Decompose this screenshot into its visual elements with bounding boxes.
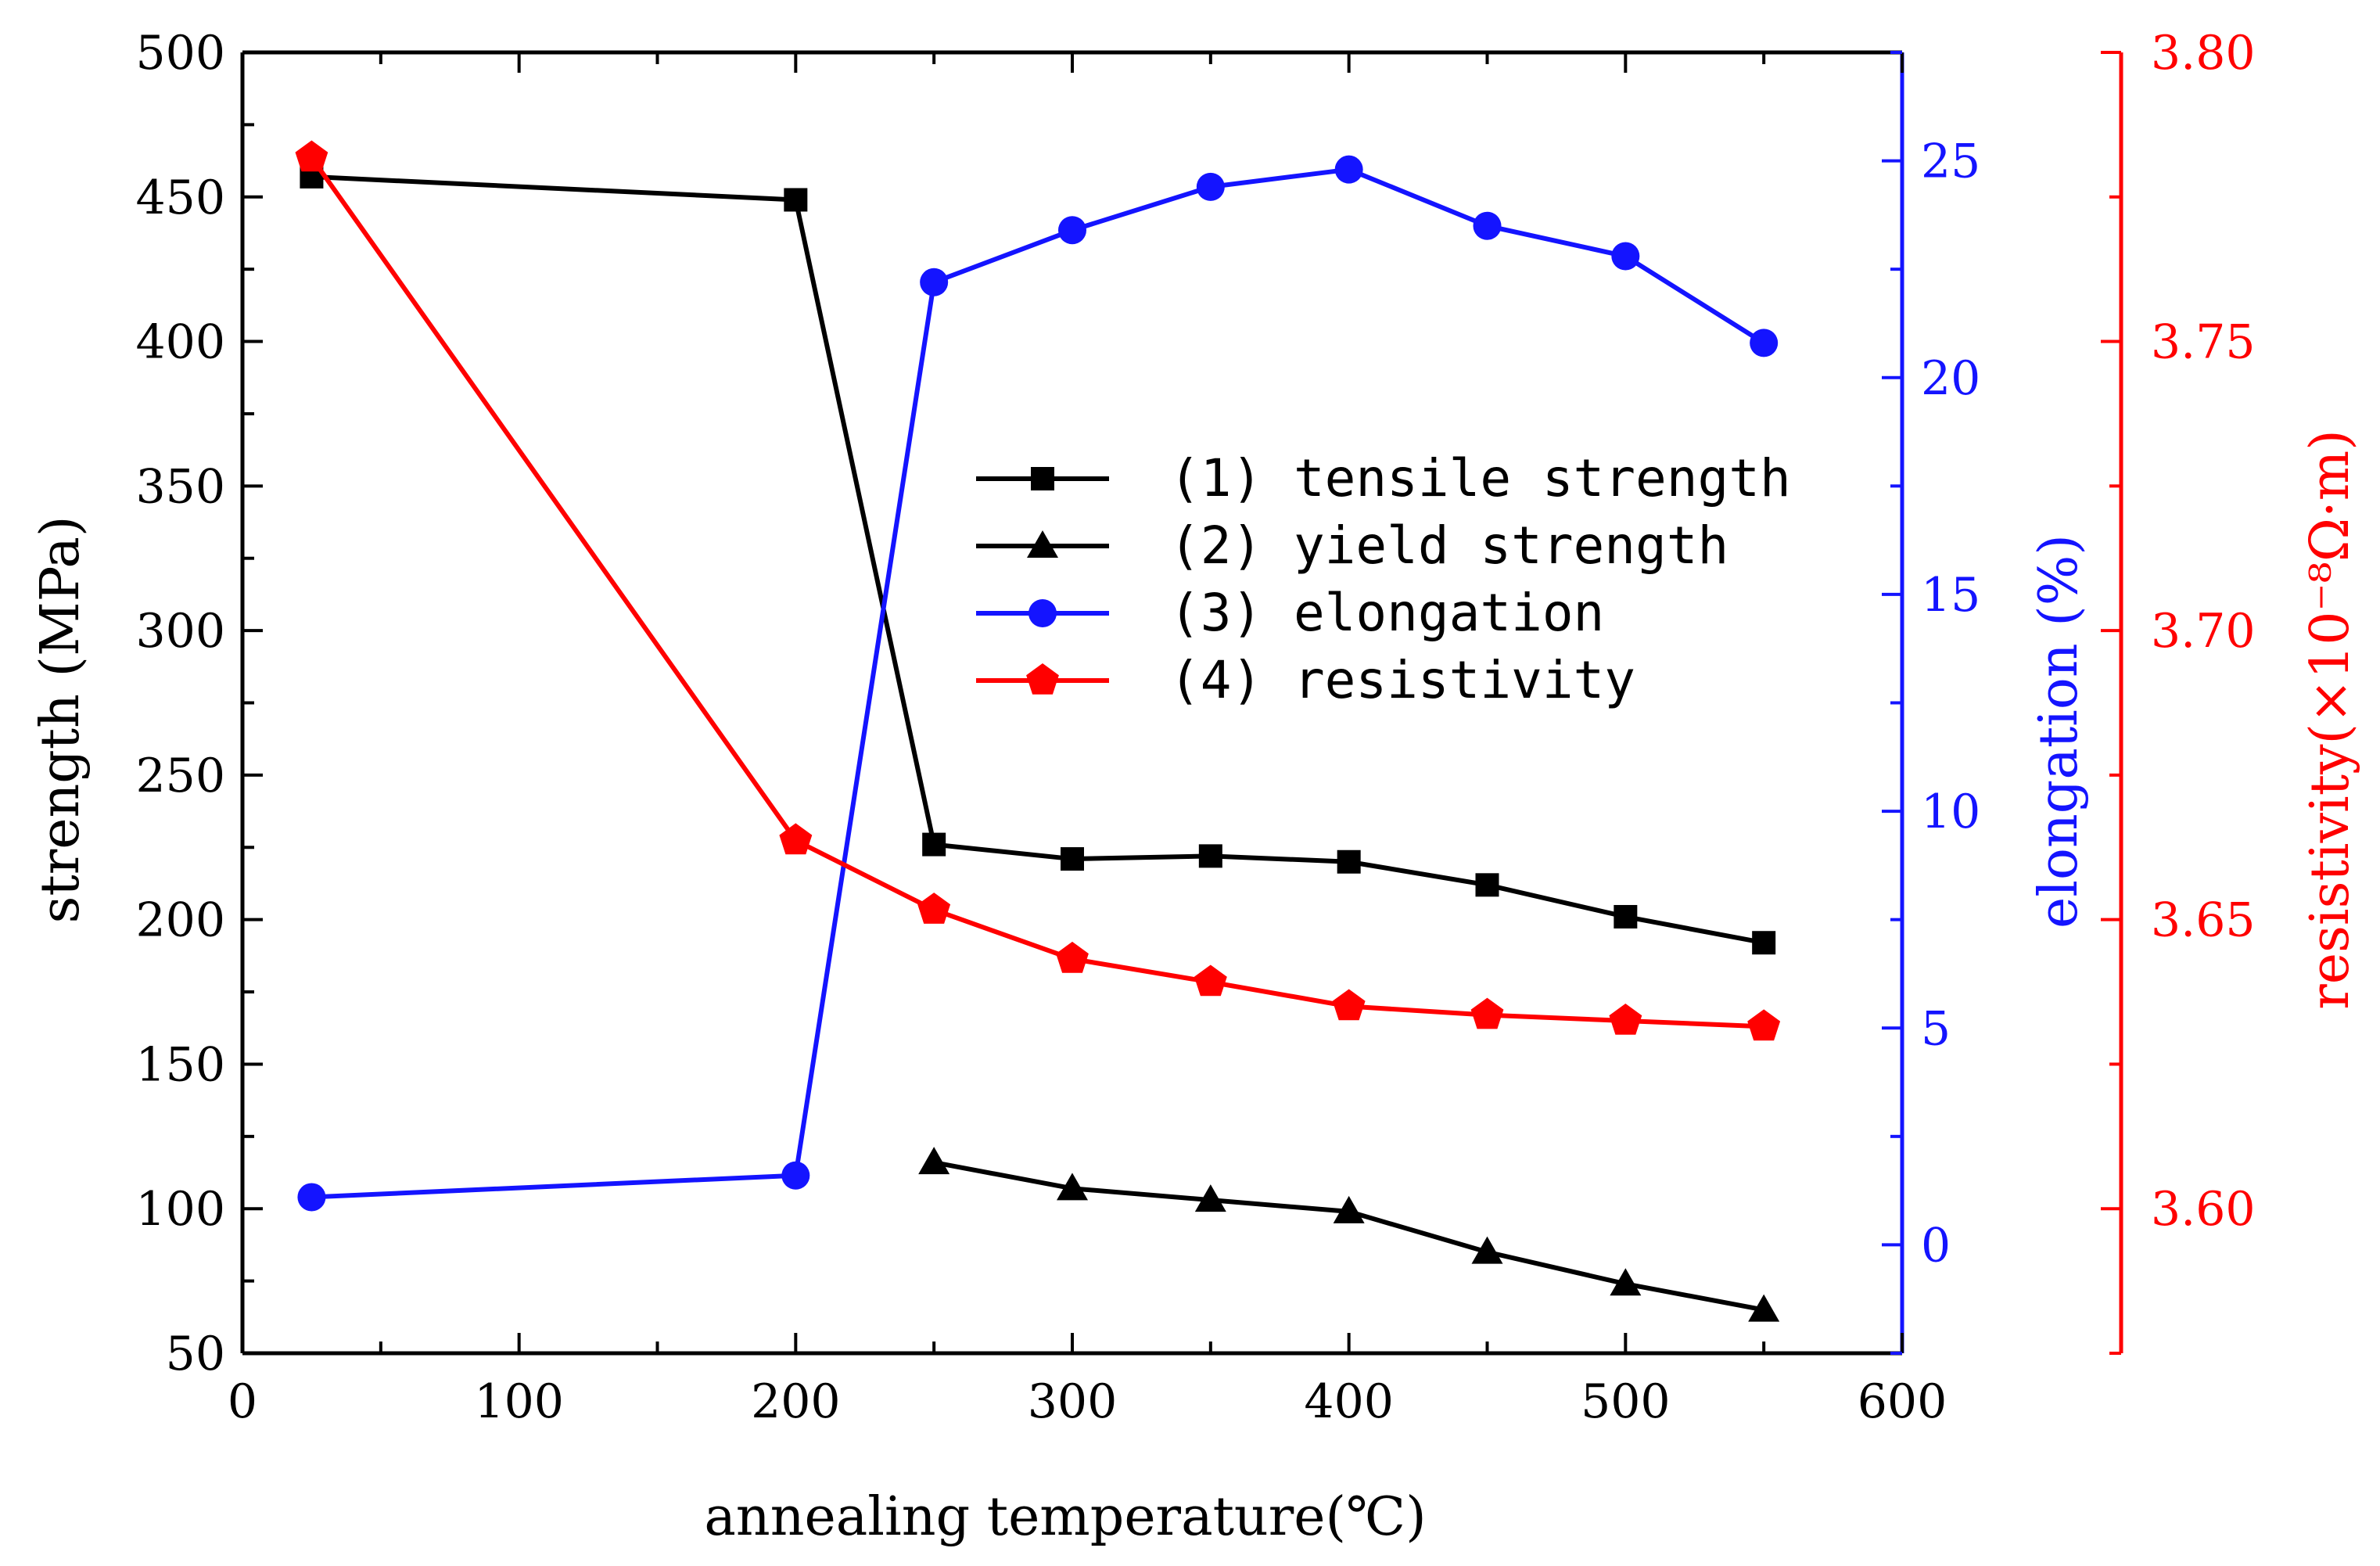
- series-3-point: [781, 1161, 810, 1190]
- series-4-point: [1194, 964, 1227, 997]
- left-tick-label: 250: [135, 749, 225, 803]
- legend-marker-4: [1026, 663, 1059, 695]
- left-tick-label: 300: [135, 604, 225, 659]
- right1-tick-label: 20: [1921, 351, 1980, 406]
- series-4-point: [295, 140, 328, 172]
- left-tick-label: 500: [135, 26, 225, 81]
- series-2-point: [1333, 1195, 1365, 1223]
- legend-label-1: (1) tensile strength: [1169, 448, 1791, 508]
- right1-tick-label: 5: [1921, 1001, 1951, 1056]
- legend-label-4: (4) resistivity: [1169, 650, 1635, 710]
- right1-tick-label: 25: [1921, 135, 1980, 189]
- series-2-point: [1194, 1184, 1226, 1212]
- series-3-point: [1196, 172, 1225, 201]
- series-1-point: [784, 188, 808, 212]
- x-tick-label: 500: [1581, 1374, 1671, 1429]
- series-3-point: [1750, 329, 1779, 357]
- right1-tick-label: 10: [1921, 785, 1980, 839]
- legend-marker-2: [1027, 530, 1058, 558]
- right2-tick-label: 3.65: [2151, 893, 2256, 948]
- left-tick-label: 100: [135, 1182, 225, 1237]
- left-tick-label: 50: [166, 1327, 225, 1381]
- right2-tick-label: 3.60: [2151, 1182, 2256, 1237]
- series-1-point: [1198, 844, 1222, 868]
- series-4-point: [917, 893, 951, 924]
- series-2-point: [1471, 1236, 1503, 1264]
- series-4-point: [1609, 1004, 1642, 1035]
- series-2-point: [1057, 1173, 1088, 1201]
- x-tick-label: 300: [1028, 1374, 1118, 1429]
- series-1-point: [1061, 847, 1084, 871]
- series-4-point: [1056, 941, 1089, 973]
- right1-tick-label: 15: [1921, 568, 1980, 623]
- series-4-point: [779, 823, 813, 855]
- series-2-point: [1748, 1294, 1780, 1322]
- legend-label-3: (3) elongation: [1169, 583, 1604, 643]
- x-tick-label: 600: [1858, 1374, 1947, 1429]
- left-tick-label: 200: [135, 893, 225, 948]
- right1-axis-title: elongation (%): [2028, 534, 2090, 928]
- series-1-point: [1475, 873, 1499, 897]
- right2-axis-title: resistivity(×10⁻⁸Ω·m): [2299, 429, 2361, 1009]
- series-layer: [295, 140, 1781, 1322]
- left-tick-label: 150: [135, 1037, 225, 1092]
- legend-marker-1: [1031, 467, 1054, 490]
- right2-tick-label: 3.80: [2151, 26, 2256, 81]
- left-tick-label: 400: [135, 315, 225, 370]
- series-3-point: [1611, 242, 1640, 271]
- series-3-point: [1334, 155, 1363, 184]
- x-tick-label: 400: [1304, 1374, 1394, 1429]
- series-4-point: [1747, 1009, 1781, 1041]
- left-tick-label: 450: [135, 171, 225, 225]
- right2-tick-label: 3.70: [2151, 604, 2256, 659]
- legend-marker-3: [1028, 599, 1057, 627]
- series-3-point: [1058, 216, 1086, 245]
- x-axis-title: annealing temperature(℃): [704, 1486, 1426, 1548]
- series-4-point: [1470, 997, 1504, 1029]
- series-1-point: [1752, 931, 1776, 955]
- series-3-point: [1473, 211, 1502, 240]
- x-tick-label: 0: [228, 1374, 257, 1429]
- right2-tick-label: 3.75: [2151, 315, 2256, 370]
- legend: (1) tensile strength (2) yield strength (3…: [976, 448, 1791, 710]
- left-axis-title: strength (MPa): [30, 516, 92, 924]
- left-tick-label: 350: [135, 459, 225, 514]
- series-3-point: [920, 268, 949, 296]
- axes-layer: 0 100 200 300 400 500 600501001502002503003504…: [135, 26, 2255, 1429]
- right1-tick-label: 0: [1921, 1218, 1951, 1273]
- series-2-point: [1610, 1268, 1642, 1296]
- series-3-point: [297, 1183, 326, 1212]
- series-1-point: [922, 832, 946, 857]
- series-1-point: [1337, 849, 1361, 874]
- x-tick-label: 100: [474, 1374, 564, 1429]
- series-line-2: [933, 1160, 1764, 1313]
- series-2-point: [918, 1147, 950, 1175]
- x-tick-label: 200: [751, 1374, 841, 1429]
- legend-label-2: (2) yield strength: [1169, 515, 1728, 576]
- series-1-point: [1614, 904, 1638, 928]
- series-4-point: [1332, 989, 1366, 1021]
